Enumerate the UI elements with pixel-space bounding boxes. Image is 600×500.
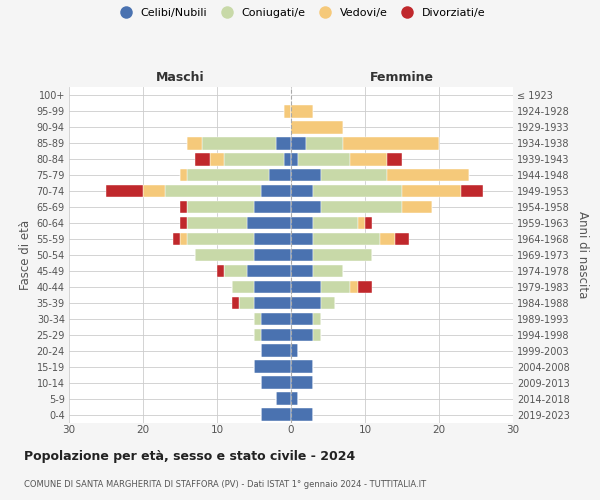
Bar	[291, 153, 298, 166]
Bar	[298, 153, 350, 166]
Bar	[291, 328, 313, 341]
Bar	[291, 169, 320, 181]
Bar	[232, 296, 239, 309]
Bar	[254, 360, 291, 373]
Bar	[262, 376, 291, 389]
Bar	[358, 280, 373, 293]
Bar	[202, 137, 276, 149]
Bar	[313, 217, 358, 230]
Bar	[291, 217, 313, 230]
Bar	[291, 376, 313, 389]
Bar	[291, 296, 320, 309]
Bar	[284, 153, 291, 166]
Bar	[387, 153, 402, 166]
Bar	[254, 312, 262, 325]
Bar	[254, 249, 291, 261]
Bar	[187, 169, 269, 181]
Bar	[187, 233, 254, 245]
Bar	[239, 296, 254, 309]
Bar	[291, 233, 313, 245]
Bar	[217, 264, 224, 277]
Text: COMUNE DI SANTA MARGHERITA DI STAFFORA (PV) - Dati ISTAT 1° gennaio 2024 - TUTTI: COMUNE DI SANTA MARGHERITA DI STAFFORA (…	[24, 480, 426, 489]
Bar	[187, 137, 202, 149]
Bar	[320, 201, 402, 213]
Bar	[247, 264, 291, 277]
Bar	[262, 328, 291, 341]
Bar	[343, 137, 439, 149]
Bar	[284, 105, 291, 118]
Bar	[313, 249, 373, 261]
Bar	[106, 185, 143, 198]
Bar	[195, 153, 209, 166]
Bar	[365, 217, 373, 230]
Bar	[291, 280, 320, 293]
Bar	[180, 169, 187, 181]
Bar	[350, 153, 387, 166]
Bar	[254, 280, 291, 293]
Bar	[291, 185, 313, 198]
Bar	[254, 233, 291, 245]
Bar	[195, 249, 254, 261]
Legend: Celibi/Nubili, Coniugati/e, Vedovi/e, Divorziati/e: Celibi/Nubili, Coniugati/e, Vedovi/e, Di…	[112, 6, 488, 20]
Bar	[254, 201, 291, 213]
Bar	[224, 153, 284, 166]
Y-axis label: Fasce di età: Fasce di età	[19, 220, 32, 290]
Bar	[224, 264, 247, 277]
Bar	[291, 121, 343, 134]
Bar	[276, 392, 291, 405]
Bar	[402, 201, 431, 213]
Bar	[313, 312, 320, 325]
Bar	[395, 233, 409, 245]
Bar	[358, 217, 365, 230]
Bar	[187, 217, 247, 230]
Bar	[291, 264, 313, 277]
Bar	[291, 201, 320, 213]
Bar	[306, 137, 343, 149]
Bar	[313, 233, 380, 245]
Bar	[320, 169, 387, 181]
Text: Maschi: Maschi	[155, 71, 205, 84]
Bar	[291, 360, 313, 373]
Bar	[180, 233, 187, 245]
Bar	[291, 105, 313, 118]
Bar	[387, 169, 469, 181]
Bar	[291, 344, 298, 357]
Bar	[461, 185, 484, 198]
Bar	[247, 217, 291, 230]
Bar	[276, 137, 291, 149]
Bar	[291, 392, 298, 405]
Bar	[313, 328, 320, 341]
Bar	[143, 185, 165, 198]
Bar	[262, 185, 291, 198]
Bar	[165, 185, 262, 198]
Bar	[269, 169, 291, 181]
Bar	[232, 280, 254, 293]
Bar	[350, 280, 358, 293]
Text: Femmine: Femmine	[370, 71, 434, 84]
Text: Popolazione per età, sesso e stato civile - 2024: Popolazione per età, sesso e stato civil…	[24, 450, 355, 463]
Bar	[313, 264, 343, 277]
Bar	[187, 201, 254, 213]
Bar	[209, 153, 224, 166]
Y-axis label: Anni di nascita: Anni di nascita	[575, 212, 589, 298]
Bar	[262, 408, 291, 420]
Bar	[291, 249, 313, 261]
Bar	[320, 296, 335, 309]
Bar	[402, 185, 461, 198]
Bar	[313, 185, 402, 198]
Bar	[254, 328, 262, 341]
Bar	[262, 312, 291, 325]
Bar	[291, 408, 313, 420]
Bar	[173, 233, 180, 245]
Bar	[291, 312, 313, 325]
Bar	[180, 217, 187, 230]
Bar	[262, 344, 291, 357]
Bar	[180, 201, 187, 213]
Bar	[380, 233, 395, 245]
Bar	[254, 296, 291, 309]
Bar	[291, 137, 306, 149]
Bar	[320, 280, 350, 293]
